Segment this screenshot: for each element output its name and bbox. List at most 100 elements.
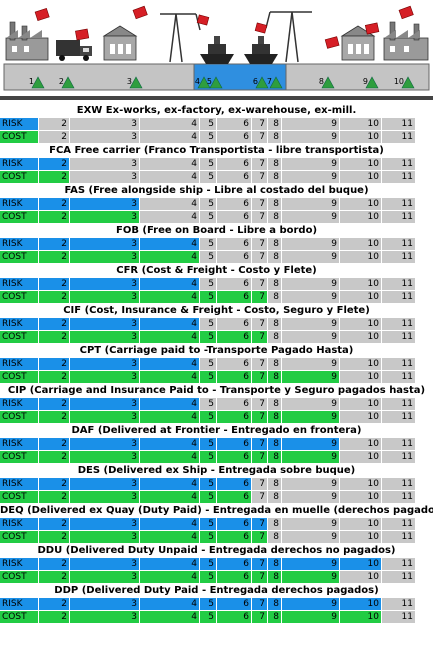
risk-cell-6: 6	[217, 398, 252, 410]
risk-row: RISK 2 3 4 5 6 7 8 9 10 11	[0, 278, 433, 291]
risk-cell-5: 5	[200, 438, 217, 450]
cost-cell-7: 7	[252, 331, 268, 343]
cost-cell-6: 6	[217, 251, 252, 263]
risk-label: RISK	[0, 278, 39, 290]
risk-cell-9: 9	[282, 558, 340, 570]
cost-cell-8: 8	[268, 171, 282, 183]
cost-cell-6: 6	[217, 411, 252, 423]
risk-cell-5: 5	[200, 198, 217, 210]
risk-cell-4: 4	[140, 118, 200, 130]
cost-label: COST	[0, 411, 39, 423]
risk-cell-3: 3	[70, 278, 140, 290]
cost-label: COST	[0, 451, 39, 463]
risk-cell-6: 6	[217, 478, 252, 490]
cost-cell-5: 5	[200, 451, 217, 463]
risk-cell-4: 4	[140, 278, 200, 290]
cost-cell-2: 2	[39, 211, 70, 223]
cost-cell-3: 3	[70, 251, 140, 263]
risk-label: RISK	[0, 598, 39, 610]
risk-cell-11: 11	[382, 518, 416, 530]
cost-cell-7: 7	[252, 131, 268, 143]
risk-cell-6: 6	[217, 518, 252, 530]
cost-cell-7: 7	[252, 531, 268, 543]
risk-cell-6: 6	[217, 358, 252, 370]
risk-cell-3: 3	[70, 118, 140, 130]
risk-cell-5: 5	[200, 318, 217, 330]
cost-cell-8: 8	[268, 571, 282, 583]
risk-cell-11: 11	[382, 358, 416, 370]
stage-marker-label: 6	[253, 77, 258, 86]
risk-cell-2: 2	[39, 398, 70, 410]
cost-cell-2: 2	[39, 171, 70, 183]
risk-cell-2: 2	[39, 198, 70, 210]
cost-label: COST	[0, 211, 39, 223]
cost-cell-9: 9	[282, 211, 340, 223]
cost-cell-7: 7	[252, 411, 268, 423]
stage-marker-3	[129, 76, 143, 89]
cost-cell-9: 9	[282, 251, 340, 263]
risk-cell-2: 2	[39, 118, 70, 130]
risk-cell-2: 2	[39, 478, 70, 490]
cost-cell-8: 8	[268, 251, 282, 263]
incoterm-title: DAF (Delivered at Frontier - Entregado e…	[0, 424, 433, 438]
cost-cell-2: 2	[39, 331, 70, 343]
cost-cell-3: 3	[70, 291, 140, 303]
cost-cell-10: 10	[340, 491, 382, 503]
risk-cell-10: 10	[340, 558, 382, 570]
cost-cell-4: 4	[140, 211, 200, 223]
risk-cell-5: 5	[200, 118, 217, 130]
risk-cell-4: 4	[140, 358, 200, 370]
cost-cell-8: 8	[268, 291, 282, 303]
cost-cell-3: 3	[70, 411, 140, 423]
stage-marker-6	[255, 76, 269, 89]
stage-markers: 1 2 3 4 5 6 7 8 9 10	[29, 76, 415, 89]
stage-marker-7	[269, 76, 283, 89]
cost-cell-10: 10	[340, 331, 382, 343]
risk-cell-2: 2	[39, 558, 70, 570]
cost-cell-7: 7	[252, 491, 268, 503]
cost-cell-7: 7	[252, 611, 268, 623]
cost-cell-11: 11	[382, 331, 416, 343]
risk-row: RISK 2 3 4 5 6 7 8 9 10 11	[0, 478, 433, 491]
risk-cell-2: 2	[39, 318, 70, 330]
risk-cell-3: 3	[70, 238, 140, 250]
cost-cell-9: 9	[282, 371, 340, 383]
risk-cell-5: 5	[200, 358, 217, 370]
cost-cell-5: 5	[200, 211, 217, 223]
cost-cell-6: 6	[217, 611, 252, 623]
cost-cell-6: 6	[217, 451, 252, 463]
incoterm-title: DES (Delivered ex Ship - Entregada sobre…	[0, 464, 433, 478]
warehouse-icon	[102, 25, 138, 61]
risk-cell-6: 6	[217, 558, 252, 570]
risk-cell-9: 9	[282, 398, 340, 410]
risk-cell-8: 8	[268, 438, 282, 450]
risk-cell-6: 6	[217, 238, 252, 250]
cost-cell-4: 4	[140, 331, 200, 343]
cost-cell-3: 3	[70, 531, 140, 543]
risk-cell-4: 4	[140, 518, 200, 530]
cost-row: COST 2 3 4 5 6 7 8 9 10 11	[0, 571, 433, 584]
risk-cell-11: 11	[382, 438, 416, 450]
risk-cell-10: 10	[340, 198, 382, 210]
risk-cell-7: 7	[252, 198, 268, 210]
risk-cell-3: 3	[70, 318, 140, 330]
risk-cell-9: 9	[282, 478, 340, 490]
cost-cell-7: 7	[252, 451, 268, 463]
risk-cell-10: 10	[340, 158, 382, 170]
cost-cell-11: 11	[382, 291, 416, 303]
risk-cell-7: 7	[252, 398, 268, 410]
risk-label: RISK	[0, 478, 39, 490]
risk-cell-7: 7	[252, 158, 268, 170]
incoterm-title: FCA Free carrier (Franco Transportista -…	[0, 144, 433, 158]
cost-cell-6: 6	[217, 171, 252, 183]
cost-row: COST 2 3 4 5 6 7 8 9 10 11	[0, 611, 433, 624]
risk-cell-8: 8	[268, 518, 282, 530]
risk-label: RISK	[0, 318, 39, 330]
incoterm-title: EXW Ex-works, ex-factory, ex-warehouse, …	[0, 104, 433, 118]
risk-cell-8: 8	[268, 118, 282, 130]
cost-cell-11: 11	[382, 251, 416, 263]
incoterm-title: FAS (Free alongside ship - Libre al cost…	[0, 184, 433, 198]
stage-marker-label: 7	[267, 77, 272, 86]
cost-cell-6: 6	[217, 371, 252, 383]
risk-cell-7: 7	[252, 558, 268, 570]
